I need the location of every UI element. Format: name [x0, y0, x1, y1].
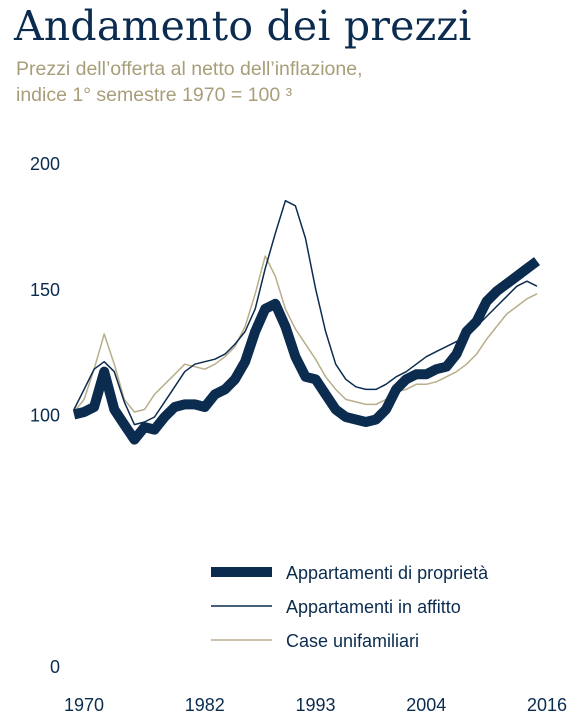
legend-label-2: Appartamenti in affitto	[286, 597, 461, 617]
legend-label-1: Appartamenti di proprietà	[286, 563, 489, 583]
y-tick-label: 200	[30, 154, 60, 174]
x-tick-label: 1970	[64, 695, 104, 715]
y-axis-ticks: 0 100 150 200	[30, 154, 60, 677]
y-tick-label: 100	[30, 406, 60, 426]
y-tick-label: 150	[30, 280, 60, 300]
x-tick-label: 2004	[406, 695, 446, 715]
legend-label-3: Case unifamiliari	[286, 631, 419, 651]
chart-subtitle: Prezzi dell’offerta al netto dell’inflaz…	[16, 56, 363, 108]
x-tick-label: 1993	[295, 695, 335, 715]
series-line-1	[72, 257, 540, 445]
series-lines	[72, 199, 540, 445]
series-line-3	[73, 255, 538, 413]
series-line-2	[73, 199, 538, 426]
legend: Appartamenti di proprietà Appartamenti in…	[211, 563, 489, 651]
subtitle-line-1: Prezzi dell’offerta al netto dell’inflaz…	[16, 58, 363, 80]
chart-title: Andamento dei prezzi	[14, 2, 472, 50]
x-tick-label: 1982	[185, 695, 225, 715]
x-axis-ticks: 1970 1982 1993 2004 2016	[64, 695, 567, 715]
x-tick-label: 2016	[527, 695, 567, 715]
y-tick-label: 0	[50, 657, 60, 677]
subtitle-line-2: indice 1° semestre 1970 = 100 ³	[16, 84, 293, 106]
